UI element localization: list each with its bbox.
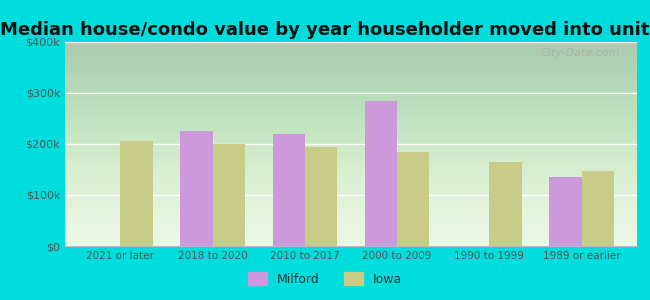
- Bar: [213, 144, 245, 246]
- Bar: [180, 131, 213, 246]
- Bar: [305, 146, 337, 246]
- Text: City-Data.com: City-Data.com: [540, 48, 620, 58]
- Bar: [365, 100, 397, 246]
- Bar: [272, 134, 305, 246]
- Legend: Milford, Iowa: Milford, Iowa: [242, 267, 408, 291]
- Text: Median house/condo value by year householder moved into unit: Median house/condo value by year househo…: [0, 21, 650, 39]
- Bar: [489, 162, 522, 246]
- Bar: [397, 152, 430, 246]
- Bar: [582, 170, 614, 246]
- Bar: [549, 177, 582, 246]
- Bar: [120, 141, 153, 246]
